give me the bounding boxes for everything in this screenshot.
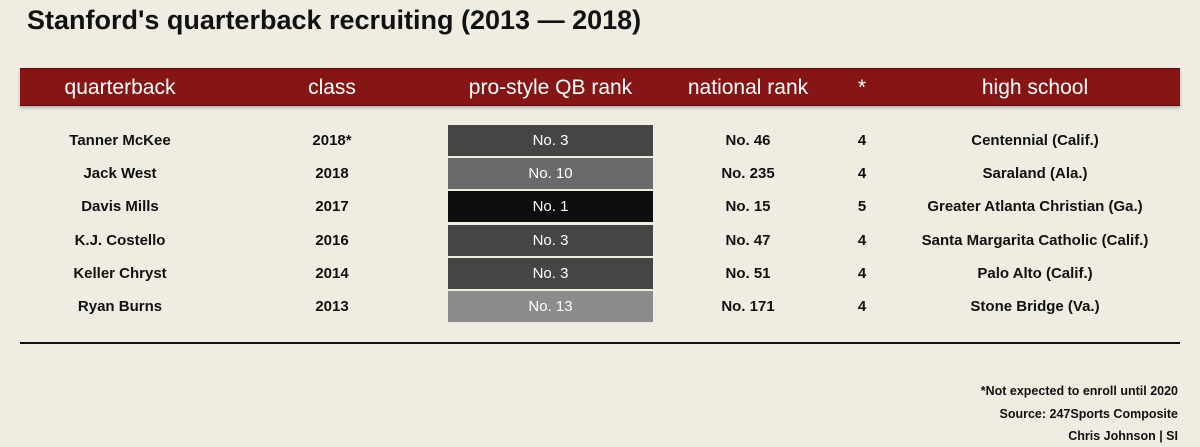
- cell-quarterback: Keller Chryst: [73, 264, 167, 282]
- cell-stars: 4: [857, 165, 867, 183]
- cell-pro-style-rank: No. 3: [448, 224, 653, 256]
- cell-pro-style-rank: No. 3: [448, 257, 653, 289]
- cell-stars: 4: [857, 231, 867, 249]
- table-row: K.J. Costello 2016 No. 47 4 Santa Margarita …: [0, 224, 1200, 257]
- footnote: *Not expected to enroll until 2020: [980, 384, 1178, 398]
- cell-stars: 5: [857, 198, 867, 216]
- cell-quarterback: Ryan Burns: [77, 298, 163, 315]
- cell-high-school: Santa Margarita Catholic (Calif.): [921, 231, 1149, 249]
- cell-national-rank: No. 235: [721, 165, 775, 183]
- cell-high-school: Palo Alto (Calif.): [977, 264, 1093, 282]
- chart-title: Stanford's quarterback recruiting (2013 …: [27, 5, 642, 35]
- cell-quarterback: Tanner McKee: [69, 132, 171, 149]
- table-row: Keller Chryst 2014 No. 51 4 Palo Alto (Calif…: [0, 257, 1200, 290]
- source-note: Source: 247Sports Composite: [999, 407, 1178, 421]
- table-header: quarterback class pro-style QB rank nati…: [20, 68, 1180, 106]
- cell-national-rank: No. 51: [725, 264, 771, 282]
- cell-quarterback: Davis Mills: [81, 198, 159, 216]
- cell-stars: 4: [857, 264, 867, 282]
- cell-class: 2016: [315, 231, 349, 249]
- cell-high-school: Centennial (Calif.): [971, 132, 1099, 149]
- table-row: Ryan Burns 2013 No. 171 4 Stone Bridge (Va.)…: [0, 290, 1200, 323]
- cell-class: 2018*: [312, 132, 352, 149]
- table-row: Jack West 2018 No. 235 4 Saraland (Ala.) No. …: [0, 157, 1200, 190]
- cell-pro-style-rank: No. 1: [448, 191, 653, 223]
- column-header-class: class: [308, 76, 356, 99]
- cell-stars: 4: [857, 298, 867, 315]
- table-row: Tanner McKee 2018* No. 46 4 Centennial (Cali…: [0, 124, 1200, 157]
- cell-pro-style-rank: No. 10: [448, 158, 653, 190]
- column-header-high-school: high school: [981, 76, 1089, 99]
- cell-national-rank: No. 15: [725, 198, 771, 216]
- table-row: Davis Mills 2017 No. 15 5 Greater Atlanta Ch…: [0, 190, 1200, 223]
- cell-class: 2018: [315, 165, 349, 183]
- cell-national-rank: No. 46: [725, 132, 771, 149]
- cell-pro-style-rank: No. 3: [448, 125, 653, 156]
- cell-national-rank: No. 47: [725, 231, 771, 249]
- cell-pro-style-rank: No. 13: [448, 291, 653, 322]
- cell-stars: 4: [857, 132, 867, 149]
- cell-national-rank: No. 171: [721, 298, 775, 315]
- cell-high-school: Greater Atlanta Christian (Ga.): [927, 198, 1143, 216]
- column-header-national-rank: national rank: [687, 76, 809, 99]
- cell-class: 2017: [315, 198, 349, 216]
- cell-high-school: Stone Bridge (Va.): [970, 298, 1100, 315]
- credit-note: Chris Johnson | SI: [1068, 429, 1178, 443]
- cell-class: 2013: [315, 298, 349, 315]
- bottom-rule: [20, 342, 1180, 344]
- column-header-stars: *: [857, 76, 867, 99]
- cell-quarterback: K.J. Costello: [74, 231, 166, 249]
- column-header-quarterback: quarterback: [64, 76, 176, 99]
- column-header-pro-style-rank: pro-style QB rank: [468, 76, 633, 99]
- cell-high-school: Saraland (Ala.): [982, 165, 1088, 183]
- cell-quarterback: Jack West: [83, 165, 157, 183]
- cell-class: 2014: [315, 264, 349, 282]
